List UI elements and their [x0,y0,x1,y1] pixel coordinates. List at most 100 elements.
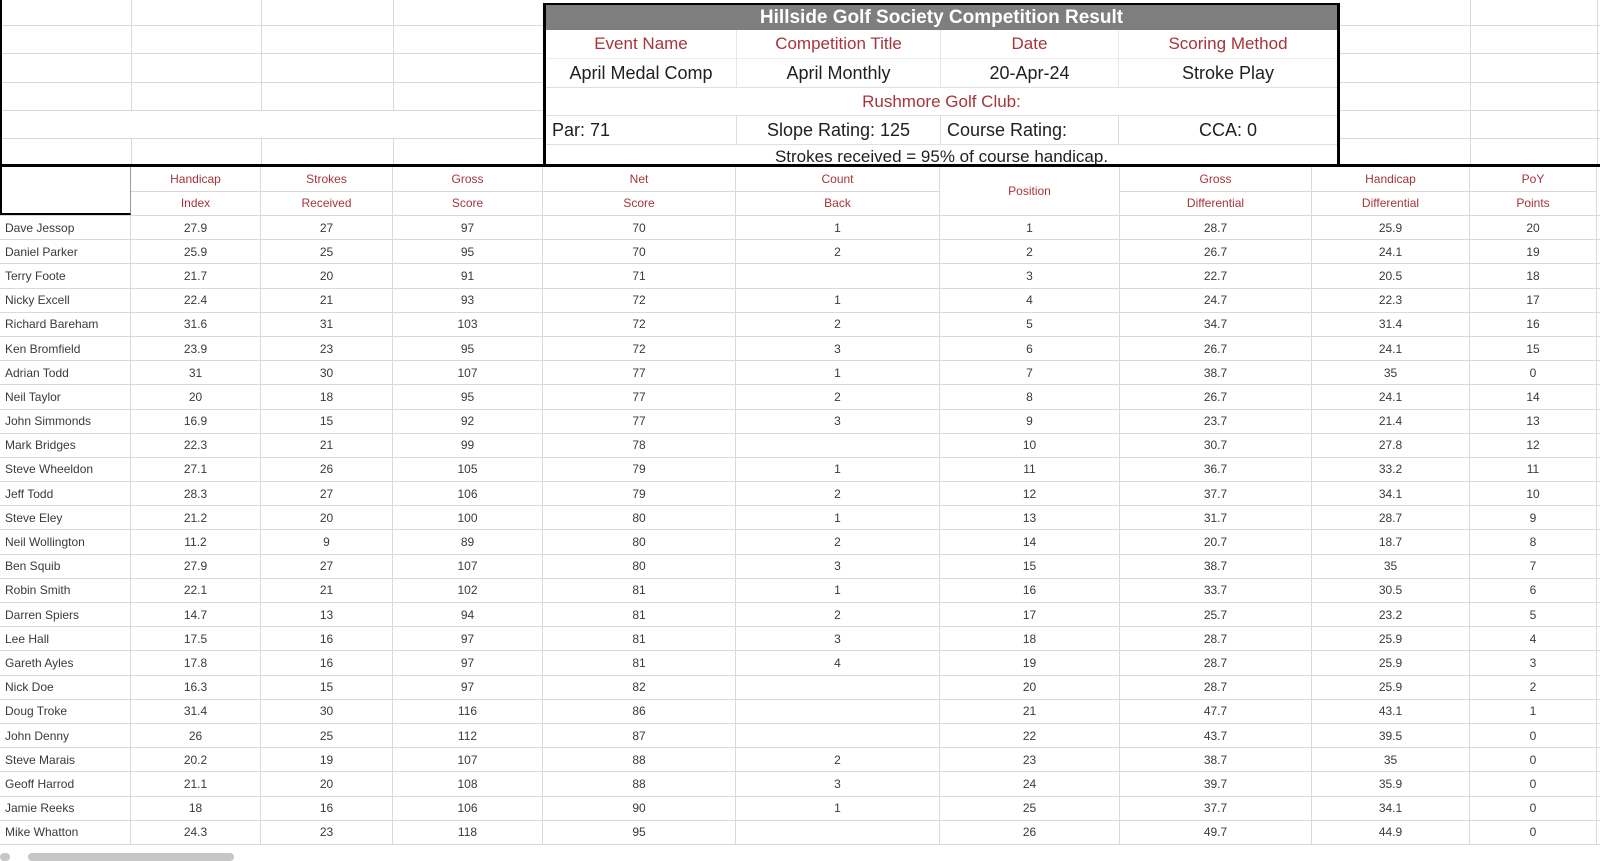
table-cell[interactable]: 81 [543,603,736,627]
table-row[interactable]: Richard Bareham 31.6 31 103 72 2 5 34.7 31.4 16 [0,312,1600,337]
table-cell[interactable]: 14 [940,530,1120,554]
table-cell[interactable]: 22.3 [1312,288,1470,312]
table-cell[interactable]: 33.7 [1120,578,1312,602]
table-cell[interactable]: 13 [940,506,1120,530]
gross-differential-header[interactable]: Gross Differential [1120,167,1312,215]
table-row[interactable]: Lee Hall 17.5 16 97 81 3 18 28.7 25.9 4 [0,627,1600,652]
handicap-index-header[interactable]: Handicap Index [131,167,261,215]
table-cell[interactable]: 23 [261,820,393,844]
table-cell[interactable]: 79 [543,482,736,506]
table-cell[interactable]: 72 [543,288,736,312]
table-cell[interactable]: 5 [1470,603,1597,627]
table-cell[interactable]: 22.7 [1120,264,1312,288]
table-cell[interactable]: 22.1 [131,578,261,602]
table-cell[interactable]: 5 [940,312,1120,336]
table-cell[interactable]: 38.7 [1120,554,1312,578]
table-cell[interactable]: 11.2 [131,530,261,554]
table-cell[interactable]: 86 [543,699,736,723]
table-cell[interactable]: 19 [940,651,1120,675]
table-cell[interactable]: 1 [736,796,940,820]
table-cell[interactable]: 2 [736,312,940,336]
table-cell[interactable]: 30.5 [1312,578,1470,602]
table-cell[interactable]: 81 [543,627,736,651]
table-cell[interactable]: 6 [1470,578,1597,602]
table-cell[interactable]: 17.5 [131,627,261,651]
table-cell[interactable]: 93 [393,288,543,312]
table-cell[interactable]: 95 [393,240,543,264]
table-cell[interactable]: 49.7 [1120,820,1312,844]
table-cell[interactable]: 25.9 [1312,216,1470,240]
table-cell[interactable]: 2 [736,385,940,409]
table-cell[interactable]: 9 [261,530,393,554]
table-row[interactable]: Jeff Todd 28.3 27 106 79 2 12 37.7 34.1 10 [0,482,1600,507]
player-name-cell[interactable]: Steve Marais [0,748,131,772]
horizontal-scrollbar-stub[interactable] [0,853,10,861]
table-cell[interactable]: 1 [736,361,940,385]
player-name-cell[interactable]: Jeff Todd [0,482,131,506]
table-cell[interactable]: 2 [736,748,940,772]
table-cell[interactable]: 107 [393,748,543,772]
table-cell[interactable]: 10 [1470,482,1597,506]
table-cell[interactable]: 47.7 [1120,699,1312,723]
table-cell[interactable]: 30 [261,699,393,723]
table-cell[interactable]: 26.7 [1120,336,1312,361]
table-cell[interactable]: 28.7 [1120,651,1312,675]
table-cell[interactable]: 80 [543,506,736,530]
table-cell[interactable]: 2 [736,482,940,506]
table-row[interactable]: Nicky Excell 22.4 21 93 72 1 4 24.7 22.3 17 [0,288,1600,313]
table-cell[interactable]: 21.1 [131,772,261,796]
table-cell[interactable] [736,820,940,844]
table-cell[interactable]: 25.7 [1120,603,1312,627]
table-cell[interactable]: 31 [131,361,261,385]
player-name-cell[interactable]: Terry Foote [0,264,131,288]
table-cell[interactable]: 15 [1470,336,1597,361]
table-cell[interactable]: 19 [1470,240,1597,264]
table-cell[interactable]: 95 [543,820,736,844]
table-cell[interactable]: 92 [393,409,543,433]
table-cell[interactable]: 91 [393,264,543,288]
table-cell[interactable]: 26 [131,723,261,748]
table-row[interactable]: Geoff Harrod 21.1 20 108 88 3 24 39.7 35.9 0 [0,772,1600,797]
table-cell[interactable]: 34.1 [1312,796,1470,820]
table-row[interactable]: Steve Wheeldon 27.1 26 105 79 1 11 36.7 33.2 11 [0,457,1600,483]
table-cell[interactable]: 4 [736,651,940,675]
table-cell[interactable]: 12 [1470,433,1597,457]
player-name-cell[interactable]: Robin Smith [0,578,131,602]
player-name-cell[interactable]: Nick Doe [0,675,131,699]
table-cell[interactable]: 97 [393,627,543,651]
player-name-cell[interactable]: Ben Squib [0,554,131,578]
table-cell[interactable]: 39.7 [1120,772,1312,796]
table-row[interactable]: Ben Squib 27.9 27 107 80 3 15 38.7 35 7 [0,554,1600,579]
table-row[interactable]: Doug Troke 31.4 30 116 86 21 47.7 43.1 1 [0,699,1600,724]
table-row[interactable]: Robin Smith 22.1 21 102 81 1 16 33.7 30.5 6 [0,578,1600,603]
table-cell[interactable]: 28.3 [131,482,261,506]
table-cell[interactable]: 26 [940,820,1120,844]
table-cell[interactable]: 22.4 [131,288,261,312]
table-cell[interactable]: 116 [393,699,543,723]
table-cell[interactable] [736,723,940,748]
table-cell[interactable]: 35 [1312,748,1470,772]
table-cell[interactable]: 25.9 [131,240,261,264]
table-cell[interactable]: 37.7 [1120,796,1312,820]
table-cell[interactable]: 28.7 [1120,675,1312,699]
table-cell[interactable]: 72 [543,336,736,361]
table-cell[interactable]: 0 [1470,723,1597,748]
table-cell[interactable]: 90 [543,796,736,820]
table-cell[interactable]: 28.7 [1120,627,1312,651]
table-cell[interactable]: 31.7 [1120,506,1312,530]
player-name-cell[interactable]: Darren Spiers [0,603,131,627]
strokes-received-header[interactable]: Strokes Received [261,167,393,215]
table-row[interactable]: Mark Bridges 22.3 21 99 78 10 30.7 27.8 12 [0,433,1600,458]
table-cell[interactable]: 30.7 [1120,433,1312,457]
table-cell[interactable]: 78 [543,433,736,457]
table-cell[interactable]: 16 [261,627,393,651]
player-name-cell[interactable]: Richard Bareham [0,312,131,336]
table-row[interactable]: Darren Spiers 14.7 13 94 81 2 17 25.7 23.2 5 [0,603,1600,628]
table-cell[interactable]: 2 [1470,675,1597,699]
table-cell[interactable]: 35 [1312,554,1470,578]
table-cell[interactable]: 23.7 [1120,409,1312,433]
table-cell[interactable]: 12 [940,482,1120,506]
table-cell[interactable]: 20 [261,264,393,288]
table-cell[interactable] [736,699,940,723]
table-cell[interactable]: 24.1 [1312,385,1470,409]
